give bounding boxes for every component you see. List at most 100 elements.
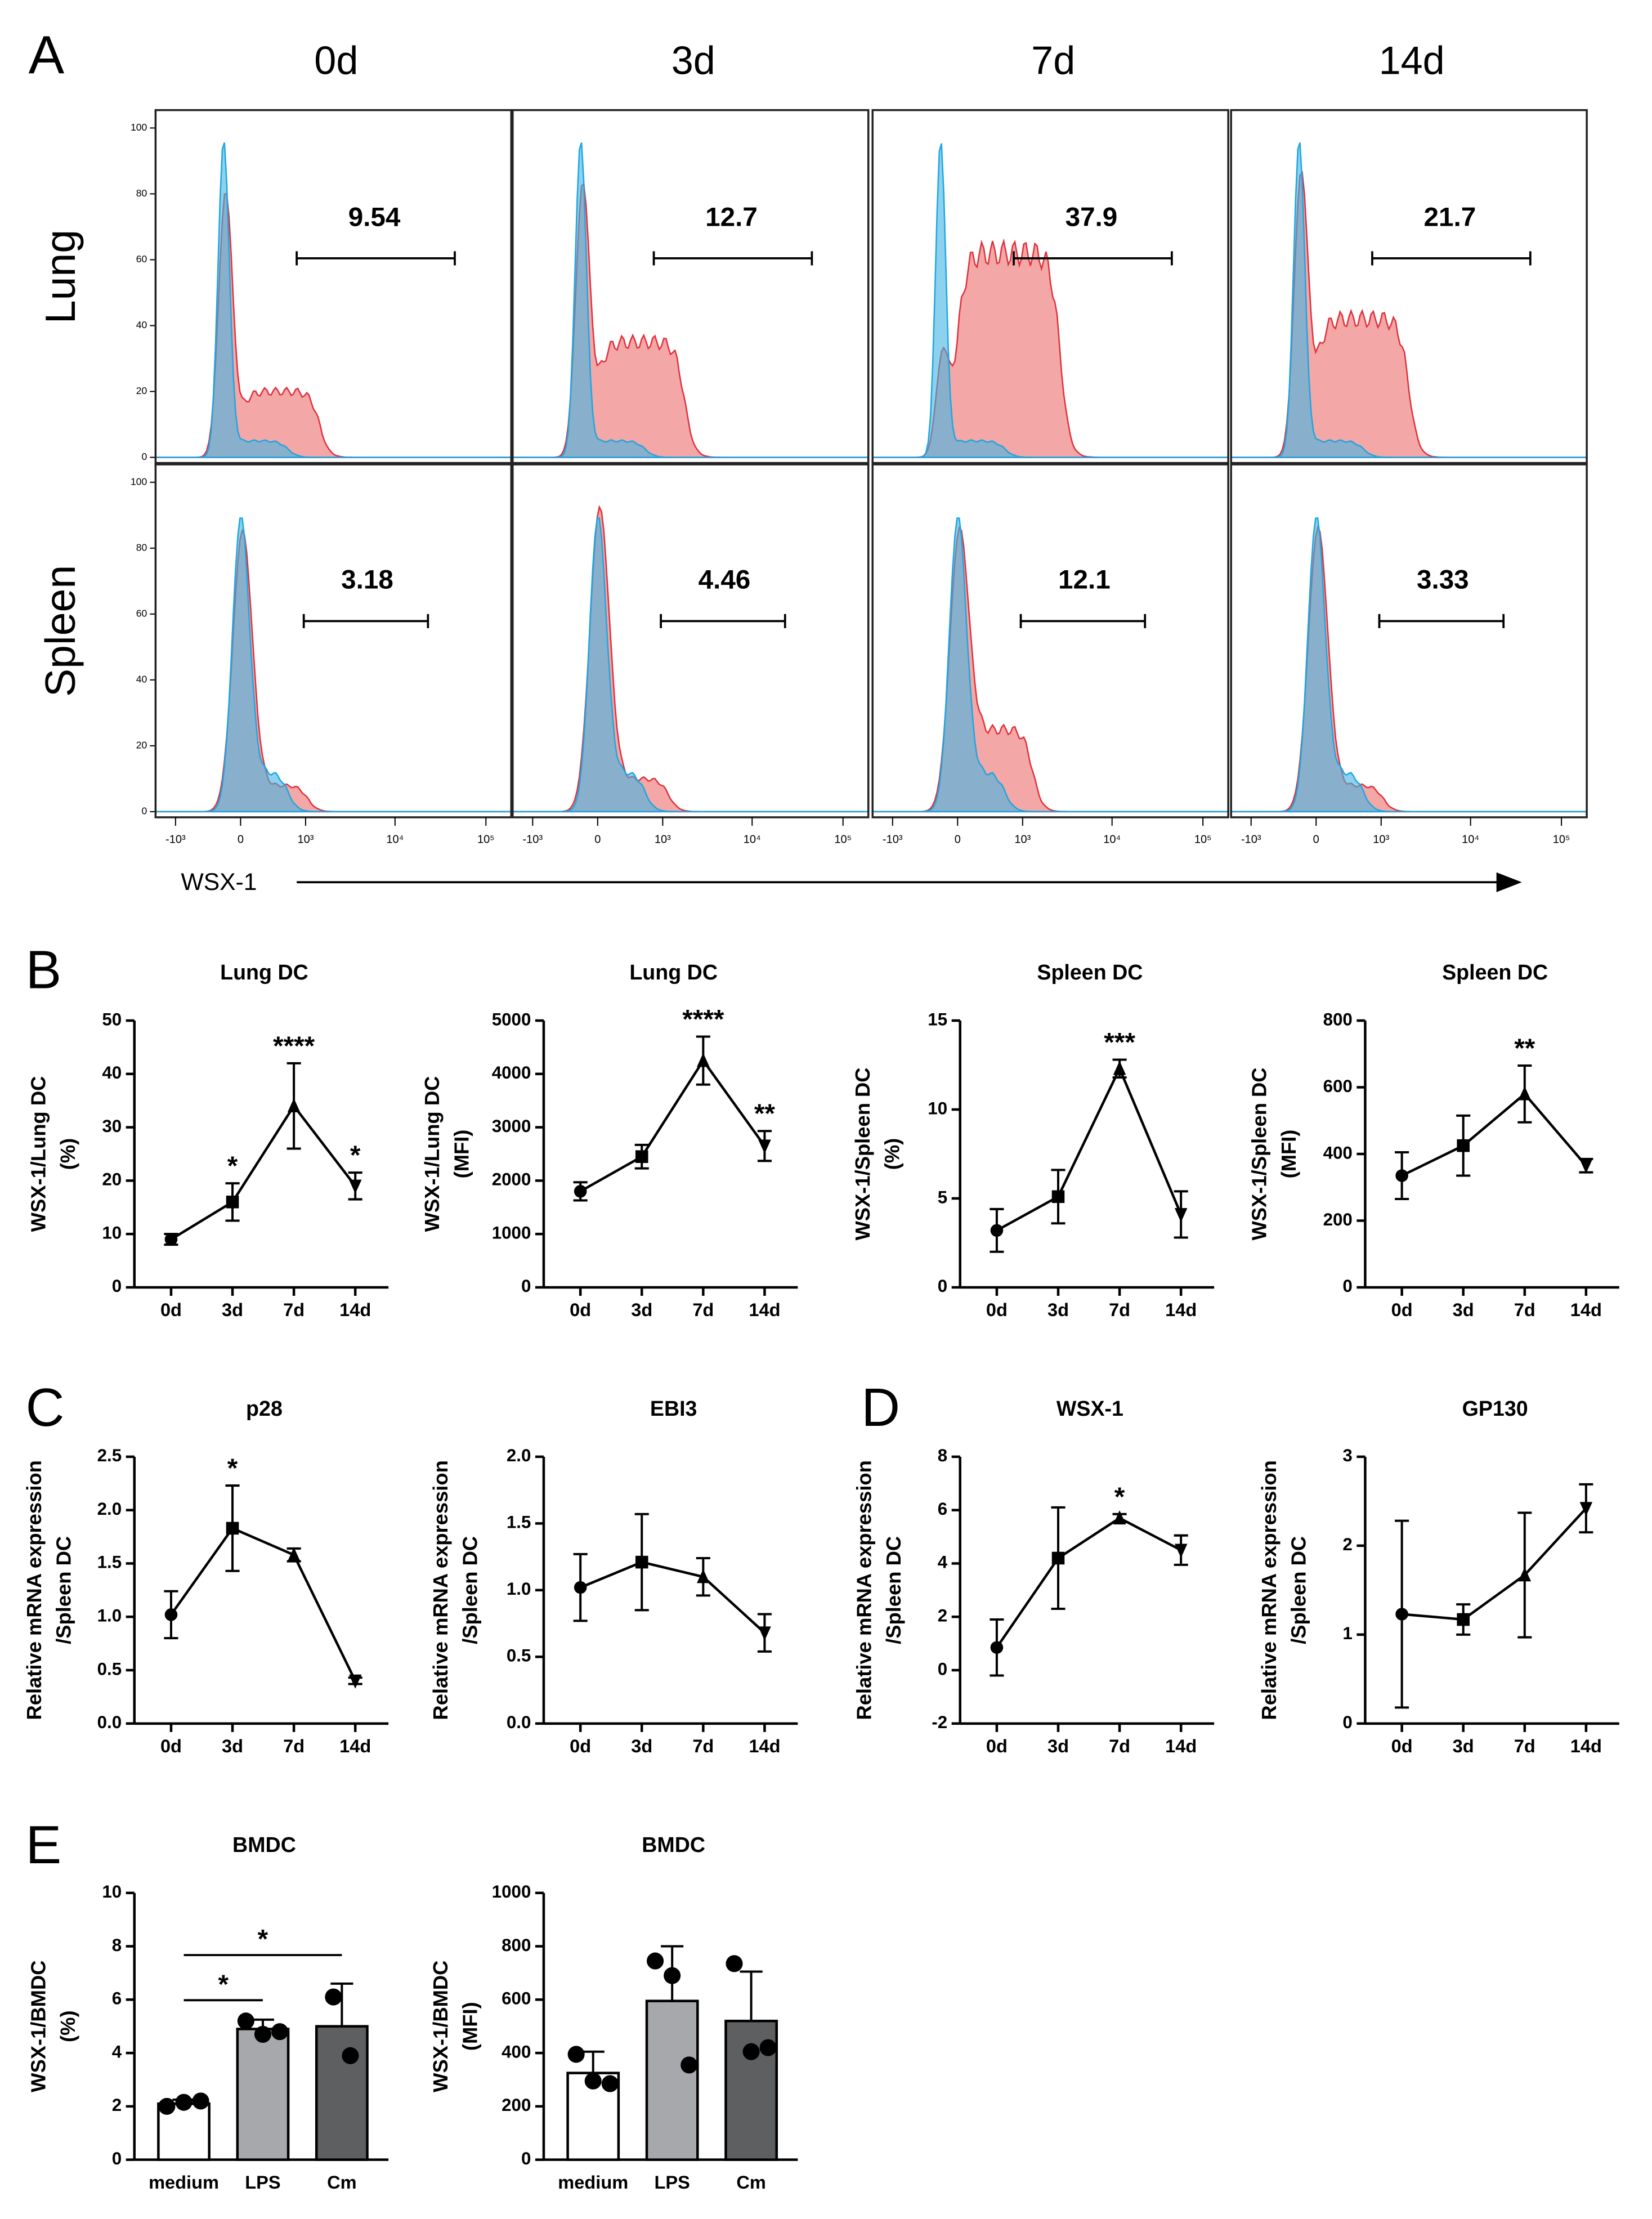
chart-title: WSX-1	[1056, 1397, 1123, 1420]
y-tick-label: -2	[932, 1712, 947, 1732]
data-point	[342, 2047, 359, 2064]
panel-letter: E	[26, 1815, 62, 1875]
y-tick-label: 1.0	[507, 1579, 531, 1599]
y-axis-label: WSX-1/BMDC	[26, 1961, 50, 2092]
marker	[1518, 1567, 1532, 1582]
y-tick-label: 60	[136, 607, 147, 619]
panel-frame	[871, 463, 1229, 818]
y-axis-label: (%)	[880, 1138, 903, 1170]
x-tick-label: -10³	[1241, 833, 1261, 845]
y-tick-label: 10	[102, 1882, 122, 1902]
line	[170, 1103, 356, 1241]
y-axis-label: (MFI)	[1277, 1130, 1300, 1179]
y-tick-label: 20	[102, 1170, 122, 1189]
x-tick-label: 10³	[1014, 833, 1031, 845]
histogram-blue	[872, 143, 1229, 458]
y-tick-label: 2000	[492, 1170, 531, 1189]
comparison-label: *	[258, 1925, 268, 1954]
data-point	[237, 2012, 254, 2030]
y-tick-label: 0.5	[97, 1659, 122, 1679]
x-tick-label: 0d	[986, 1299, 1008, 1320]
marker	[1395, 1169, 1408, 1182]
bar	[315, 2025, 369, 2161]
significance: *	[227, 1151, 238, 1181]
marker	[1174, 1208, 1188, 1223]
y-tick-label: 3	[1342, 1446, 1352, 1465]
y-tick-label: 1.0	[97, 1606, 122, 1626]
y-tick-label: 2.5	[97, 1446, 122, 1465]
marker	[758, 1626, 771, 1641]
y-tick-label: 0	[112, 2149, 122, 2168]
x-tick-label: 14d	[1165, 1299, 1197, 1320]
marker	[1395, 1608, 1408, 1621]
marker	[287, 1098, 301, 1112]
y-tick-label: 0	[1342, 1276, 1352, 1296]
x-tick-label: 0	[238, 833, 244, 845]
marker	[574, 1185, 587, 1198]
y-tick-label: 100	[131, 122, 147, 133]
x-tick-label: 7d	[1514, 1299, 1535, 1320]
histogram-blue	[155, 142, 512, 458]
x-tick-label: 14d	[1165, 1735, 1197, 1756]
x-tick-label: 0d	[1391, 1735, 1413, 1756]
histogram-blue	[872, 517, 1229, 813]
x-tick-label: 7d	[692, 1299, 714, 1320]
chart-title: GP130	[1462, 1397, 1528, 1420]
x-tick-label: 0d	[1391, 1299, 1413, 1320]
x-tick-label: 7d	[283, 1299, 305, 1320]
x-tick-label: -10³	[165, 833, 186, 845]
significance: ****	[682, 1004, 724, 1034]
panel-frame	[154, 109, 513, 464]
data-point	[726, 1955, 743, 1972]
panel-frame	[1230, 463, 1588, 818]
marker	[758, 1139, 771, 1154]
line	[996, 1065, 1183, 1232]
line	[1402, 1507, 1587, 1621]
marker	[226, 1196, 239, 1209]
panel-frame	[512, 109, 870, 464]
marker	[1174, 1544, 1188, 1558]
x-tick-label: 3d	[1047, 1299, 1069, 1320]
y-tick-label: 2.0	[97, 1499, 122, 1519]
gate-value: 12.7	[705, 202, 758, 232]
arrow-head	[1496, 872, 1522, 892]
y-axis-label: WSX-1/Spleen DC	[851, 1067, 874, 1240]
x-tick-label: 10⁴	[386, 833, 404, 845]
column-title: 14d	[1379, 38, 1445, 82]
y-tick-label: 0	[938, 1659, 947, 1679]
x-tick-label: 14d	[749, 1299, 780, 1320]
y-tick-label: 2	[938, 1606, 947, 1626]
x-tick-label: 7d	[1109, 1299, 1130, 1320]
y-axis-label: WSX-1/Lung DC	[420, 1076, 444, 1232]
data-point	[584, 2072, 602, 2090]
data-point	[325, 1988, 342, 2006]
y-tick-label: 20	[136, 385, 147, 396]
significance: *	[350, 1140, 361, 1170]
line	[580, 1058, 766, 1193]
y-axis-label: /Spleen DC	[459, 1536, 482, 1644]
y-tick-label: 0	[521, 2149, 531, 2168]
y-tick-label: 40	[136, 319, 147, 330]
significance: *	[1114, 1482, 1125, 1512]
x-tick-label: 10⁵	[477, 833, 495, 845]
y-tick-label: 2	[1342, 1534, 1352, 1554]
panel-frame	[1230, 109, 1588, 464]
x-tick-label: 0	[1313, 833, 1319, 845]
histogram-blue	[512, 517, 868, 813]
y-tick-label: 10	[102, 1223, 122, 1242]
y-tick-label: 4000	[492, 1063, 531, 1082]
x-tick-label: 0d	[160, 1735, 182, 1756]
y-tick-label: 800	[1323, 1009, 1353, 1029]
gate-value: 3.33	[1417, 565, 1469, 595]
x-tick-label: 3d	[1453, 1735, 1474, 1756]
x-tick-label: 3d	[631, 1299, 652, 1320]
data-point	[664, 1967, 681, 1984]
x-tick-label: 0	[955, 833, 961, 845]
x-tick-label: 10⁵	[1194, 833, 1212, 845]
y-axis-label: WSX-1/Lung DC	[26, 1076, 50, 1232]
marker	[1051, 1190, 1065, 1204]
data-point	[192, 2092, 209, 2110]
y-tick-label: 1.5	[507, 1513, 531, 1532]
x-tick-label: 10⁴	[1462, 833, 1479, 845]
